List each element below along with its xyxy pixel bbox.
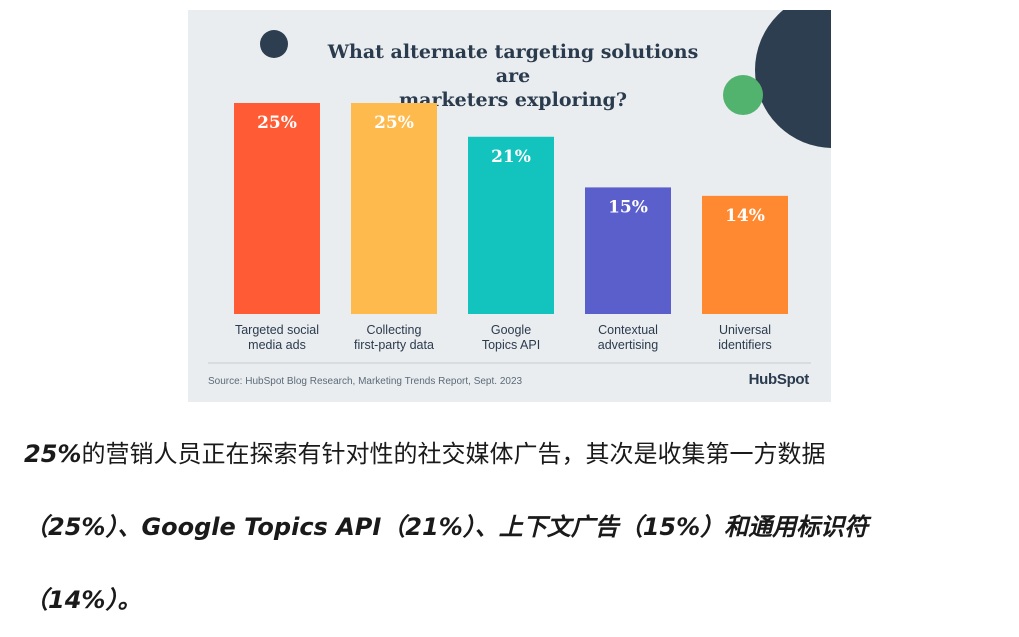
x-tick-label: Targeted social: [235, 323, 319, 337]
chart-title: What alternate targeting solutions are m…: [308, 40, 718, 112]
caption-segment: 的营销人员正在探索有针对性的社交媒体广告，其次是收集第一方数据: [81, 440, 826, 468]
x-tick-label: Collecting: [367, 323, 422, 337]
hubspot-logo: HubSpot: [748, 371, 810, 388]
caption-paragraph: 25%的营销人员正在探索有针对性的社交媒体广告，其次是收集第一方数据 （25%）、…: [24, 418, 1009, 637]
bar-value-label: 25%: [374, 113, 414, 133]
x-tick-label: Topics API: [482, 338, 540, 352]
bar-value-label: 15%: [608, 197, 648, 217]
x-tick-label: identifiers: [718, 338, 772, 352]
x-tick-label: first-party data: [354, 338, 434, 352]
caption-segment: （14%）。: [24, 586, 142, 614]
bar: [234, 103, 320, 314]
chart-title-line1: What alternate targeting solutions are: [327, 41, 699, 87]
chart-card: What alternate targeting solutions are m…: [188, 10, 831, 402]
bar: [468, 136, 554, 314]
chart-title-line2: marketers exploring?: [399, 89, 627, 111]
x-tick-label: Contextual: [598, 323, 658, 337]
bar-value-label: 21%: [491, 147, 531, 167]
x-tick-label: Universal: [719, 323, 771, 337]
source-note: Source: HubSpot Blog Research, Marketing…: [208, 376, 523, 387]
decor-green-circle: [723, 75, 763, 115]
bar: [702, 195, 788, 314]
bar: [585, 187, 671, 314]
bar: [351, 103, 437, 314]
bar-value-label: 25%: [257, 113, 297, 133]
decor-small-circle: [260, 30, 288, 58]
decor-large-circle: [755, 10, 831, 148]
x-tick-label: advertising: [598, 338, 658, 352]
x-tick-label: media ads: [248, 338, 306, 352]
caption-segment: 25%: [24, 440, 82, 468]
x-tick-label: Google: [491, 323, 531, 337]
bar-value-label: 14%: [725, 206, 765, 226]
caption-segment: （25%）、Google Topics API（21%）、上下文广告（15%）和…: [24, 513, 869, 541]
